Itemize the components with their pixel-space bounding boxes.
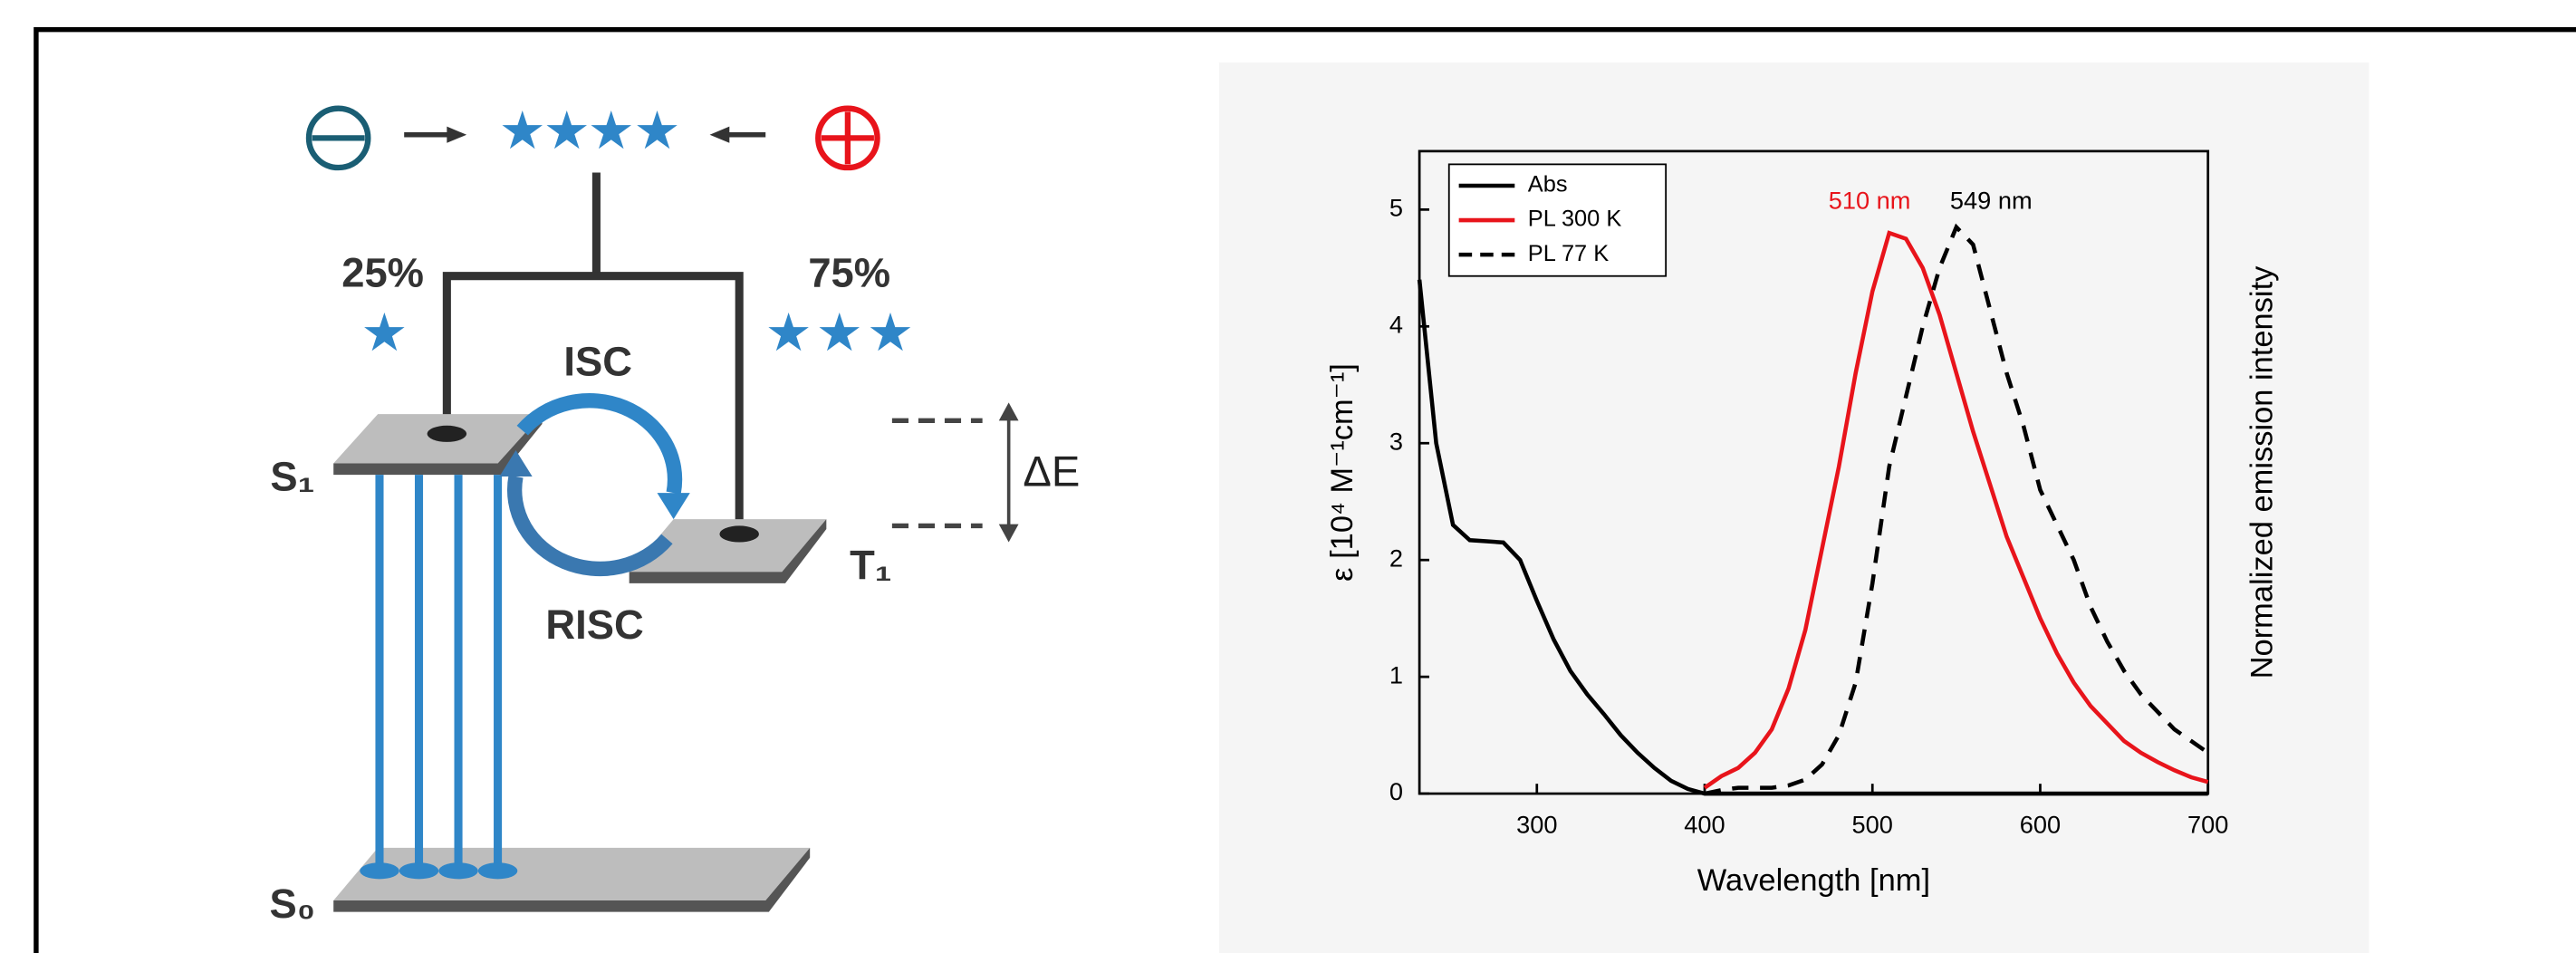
dot	[477, 862, 518, 880]
y-tick-label: 1	[1389, 660, 1403, 688]
legend-label: Abs	[1528, 172, 1568, 197]
isc-arrow	[657, 493, 690, 520]
s1-label: S₁	[270, 454, 314, 500]
star: ★	[816, 303, 863, 362]
x-tick-label: 400	[1684, 811, 1725, 839]
hole-symbol	[815, 105, 880, 171]
x-tick-label: 600	[2020, 811, 2061, 839]
tadf-diagram: ★ ★ ★ ★ 25% ★ 75% ★ ★ ★	[270, 101, 1081, 927]
y-axis-title: ε [10⁴ M⁻¹cm⁻¹]	[1325, 363, 1360, 582]
t1-level	[629, 519, 827, 583]
y-tick-label: 5	[1389, 194, 1403, 222]
dot	[360, 862, 399, 880]
star: ★	[543, 101, 591, 160]
y-tick-label: 4	[1389, 310, 1403, 338]
risc-arrow	[499, 449, 533, 476]
connector	[442, 272, 744, 530]
dot	[438, 862, 478, 880]
chart: 300 400 500 600 700 0 1 2 3 4 5 Wavelength [nm] ε [1…	[1325, 149, 2279, 898]
x-tick-label: 700	[2187, 811, 2228, 839]
y-tick-label: 0	[1389, 777, 1403, 805]
s1-level	[333, 414, 543, 476]
frame	[34, 26, 2576, 953]
peak-annotation: 510 nm	[1829, 186, 1911, 214]
t1-label: T₁	[850, 543, 891, 589]
emission-ends	[360, 862, 518, 880]
star: ★	[588, 101, 635, 160]
isc-label: ISC	[563, 339, 632, 385]
electron-symbol	[305, 105, 371, 171]
dot	[399, 862, 439, 880]
series-line	[1704, 223, 2210, 796]
gap-label: ΔE	[1023, 448, 1080, 496]
risc-arrow	[506, 475, 673, 577]
gap-arrow	[998, 524, 1019, 543]
series-line	[1703, 230, 2209, 790]
emission-lines	[375, 475, 503, 868]
star: ★	[360, 303, 408, 362]
singlet-fraction: 25%	[341, 250, 424, 296]
legend-label: PL 300 K	[1528, 207, 1622, 232]
excitons: ★ ★ ★ ★	[499, 101, 681, 160]
s0-level	[333, 847, 811, 900]
series-line	[1417, 279, 2208, 796]
isc-arrow	[516, 393, 683, 495]
triplet-fraction: 75%	[808, 250, 890, 296]
t1-level	[629, 519, 827, 573]
y-tick-label: 2	[1389, 544, 1403, 572]
chart-background	[1218, 62, 2369, 953]
star: ★	[765, 303, 812, 362]
star: ★	[867, 303, 914, 362]
dot	[427, 425, 467, 442]
peak-annotation: 549 nm	[1950, 186, 2033, 214]
gap-arrow	[998, 402, 1019, 421]
y-tick-label: 3	[1389, 427, 1403, 455]
y2-axis-title: Normalized emission intensity	[2244, 265, 2279, 679]
s0-level	[333, 847, 811, 912]
arrow	[709, 126, 730, 143]
risc-label: RISC	[545, 602, 643, 648]
x-axis-title: Wavelength [nm]	[1697, 863, 1930, 898]
star: ★	[633, 101, 680, 160]
legend-label: PL 77 K	[1528, 241, 1609, 266]
arrow	[447, 126, 467, 143]
x-tick-label: 300	[1516, 811, 1557, 839]
dot	[719, 525, 759, 543]
s0-label: S₀	[270, 881, 316, 927]
star: ★	[499, 101, 546, 160]
x-tick-label: 500	[1852, 811, 1893, 839]
